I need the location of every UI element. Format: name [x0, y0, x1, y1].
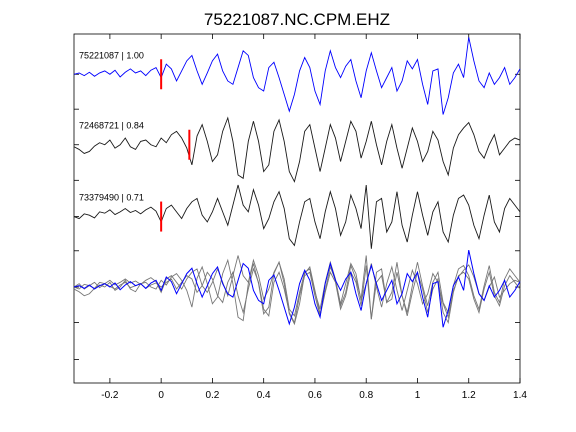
x-tick-label: 0.6 — [308, 390, 322, 401]
trace-line-1 — [73, 116, 521, 183]
x-tick-label: -0.2 — [101, 390, 119, 401]
overlay-secondary-1 — [73, 255, 521, 320]
x-tick-label: 1 — [415, 390, 421, 401]
pick-markers — [160, 59, 191, 232]
trace-labels: 75221087 | 1.00 72468721 | 0.84 73379490 |… — [79, 50, 144, 202]
x-tick-label: 0 — [158, 390, 164, 401]
chart-title: 75221087.NC.CPM.EHZ — [204, 10, 390, 29]
x-tick-label: 0.8 — [359, 390, 373, 401]
axis-ticks: -0.2 0 0.2 0.4 0.6 0.8 1 1.2 1.4 — [74, 34, 527, 401]
trace-line-0 — [73, 37, 521, 115]
trace-layer — [73, 37, 521, 328]
trace-label-0: 75221087 | 1.00 — [79, 50, 144, 60]
x-tick-label: 1.2 — [462, 390, 476, 401]
trace-label-2: 73379490 | 0.71 — [79, 193, 144, 203]
overlay-secondary-0 — [73, 258, 521, 326]
plot-frame — [73, 33, 521, 384]
x-tick-label: 1.4 — [513, 390, 527, 401]
trace-label-1: 72468721 | 0.84 — [79, 121, 144, 131]
x-tick-label: 0.2 — [205, 390, 219, 401]
x-tick-label: 0.4 — [257, 390, 271, 401]
trace-line-2 — [73, 184, 521, 249]
overlay-master — [73, 250, 521, 328]
